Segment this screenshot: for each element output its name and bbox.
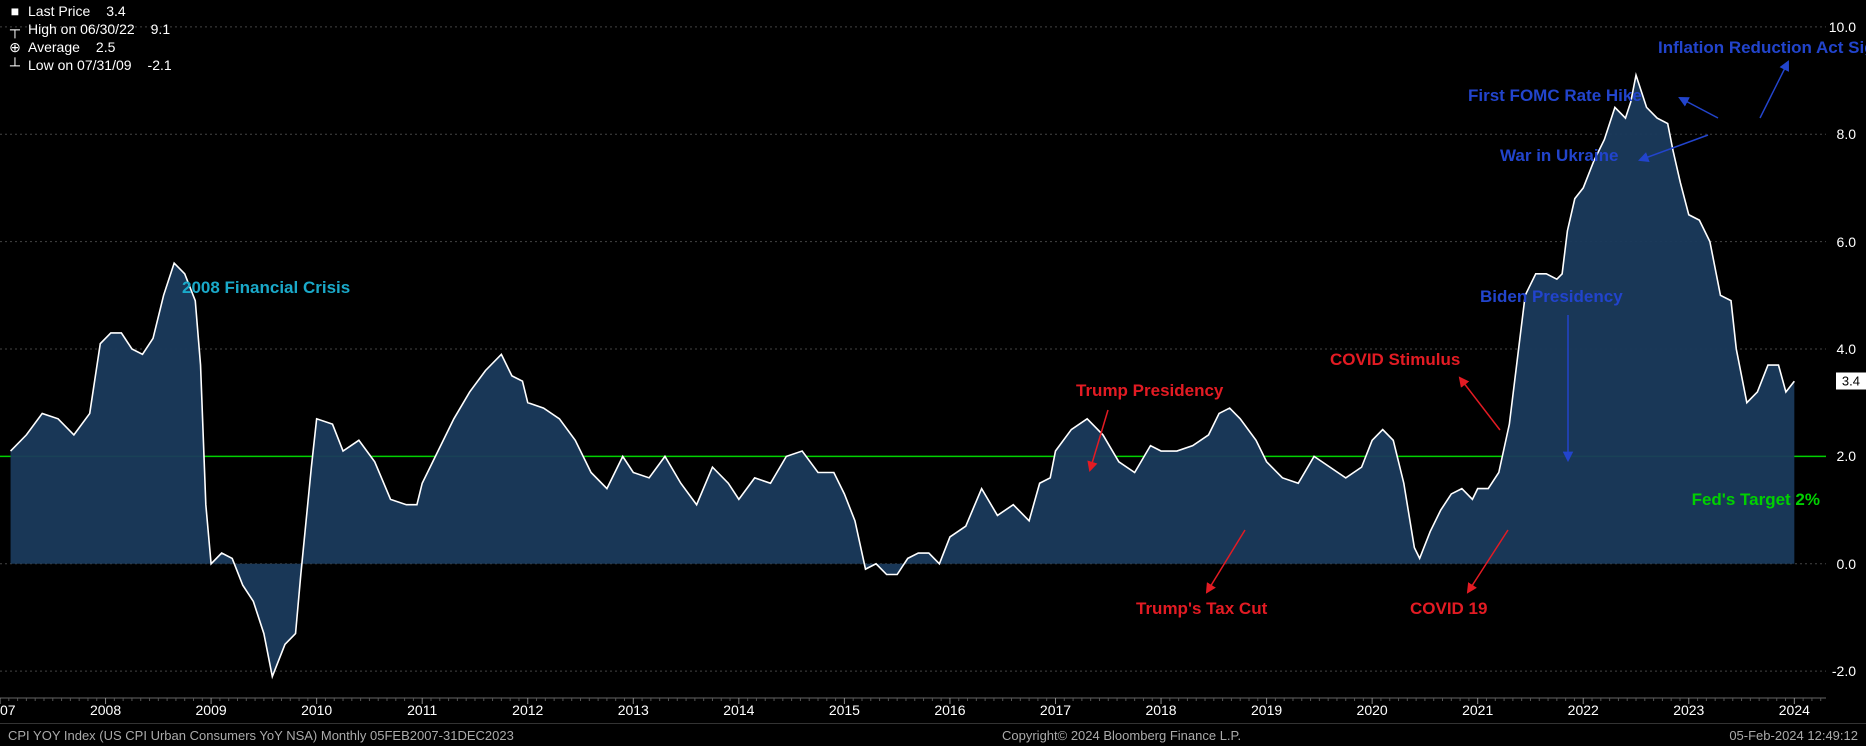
legend-row: ⊕Average2.5 xyxy=(8,38,172,56)
x-tick-label: 2009 xyxy=(196,702,227,718)
legend-row: ■Last Price3.4 xyxy=(8,2,172,20)
annotation-label: COVID Stimulus xyxy=(1330,350,1460,370)
annotation-label: Trump Presidency xyxy=(1076,381,1223,401)
x-tick-label: 2019 xyxy=(1251,702,1282,718)
x-tick-label: 2011 xyxy=(407,702,437,718)
footer-left: CPI YOY Index (US CPI Urban Consumers Yo… xyxy=(8,728,514,743)
footer-right: 05-Feb-2024 12:49:12 xyxy=(1729,728,1858,743)
x-tick-label: 2017 xyxy=(1040,702,1071,718)
annotation-label: 2008 Financial Crisis xyxy=(182,278,350,298)
x-tick-label: 2010 xyxy=(301,702,332,718)
x-tick-label: 2012 xyxy=(512,702,543,718)
x-tick-label: 2016 xyxy=(934,702,965,718)
x-tick-label: 2008 xyxy=(90,702,121,718)
annotation-label: Inflation Reduction Act Signed xyxy=(1658,38,1866,58)
legend-row: ┬High on 06/30/229.1 xyxy=(8,20,172,38)
x-tick-label: 2007 xyxy=(0,702,16,718)
x-tick-label: 2021 xyxy=(1462,702,1493,718)
footer-bar: CPI YOY Index (US CPI Urban Consumers Yo… xyxy=(0,723,1866,746)
y-tick-label: -2.0 xyxy=(1832,663,1856,679)
annotation-label: Trump's Tax Cut xyxy=(1136,599,1267,619)
legend-row: ┴Low on 07/31/09-2.1 xyxy=(8,56,172,74)
x-tick-label: 2013 xyxy=(618,702,649,718)
annotation-label: First FOMC Rate Hike xyxy=(1468,86,1642,106)
annotation-label: COVID 19 xyxy=(1410,599,1487,619)
y-tick-label: 4.0 xyxy=(1837,341,1856,357)
y-tick-label: 6.0 xyxy=(1837,234,1856,250)
y-tick-label: 0.0 xyxy=(1837,556,1856,572)
cpi-chart xyxy=(0,0,1866,746)
x-tick-label: 2015 xyxy=(829,702,860,718)
x-tick-label: 2022 xyxy=(1568,702,1599,718)
annotation-label: Biden Presidency xyxy=(1480,287,1623,307)
x-tick-label: 2023 xyxy=(1673,702,1704,718)
x-tick-label: 2020 xyxy=(1357,702,1388,718)
legend-box: ■Last Price3.4┬High on 06/30/229.1⊕Avera… xyxy=(8,2,172,74)
x-tick-label: 2014 xyxy=(723,702,754,718)
x-tick-label: 2018 xyxy=(1145,702,1176,718)
y-tick-label: 10.0 xyxy=(1829,19,1856,35)
annotation-label: Fed's Target 2% xyxy=(1692,490,1820,510)
last-price-marker: 3.4 xyxy=(1836,373,1866,390)
y-tick-label: 8.0 xyxy=(1837,126,1856,142)
y-tick-label: 2.0 xyxy=(1837,448,1856,464)
annotation-label: War in Ukraine xyxy=(1500,146,1618,166)
x-tick-label: 2024 xyxy=(1779,702,1810,718)
footer-center: Copyright© 2024 Bloomberg Finance L.P. xyxy=(1002,728,1241,743)
